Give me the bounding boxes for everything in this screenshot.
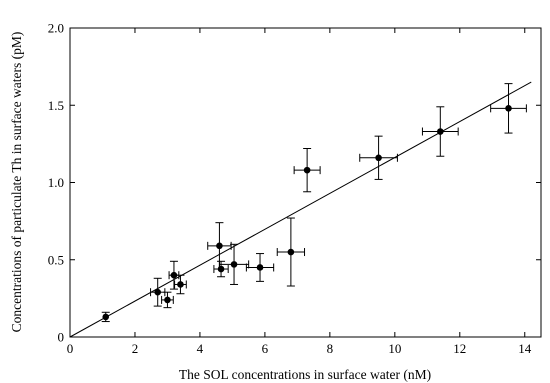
y-tick-label: 0 bbox=[58, 330, 65, 345]
point-marker bbox=[217, 265, 225, 273]
fit-line bbox=[69, 81, 532, 338]
plot-frame bbox=[69, 27, 542, 338]
y-tick-label: 1.5 bbox=[48, 98, 64, 113]
data-points bbox=[101, 83, 527, 323]
data-point bbox=[359, 135, 398, 180]
axis-ticks bbox=[69, 27, 541, 338]
point-marker bbox=[437, 128, 444, 135]
x-tick-label: 14 bbox=[518, 341, 532, 356]
data-point bbox=[161, 291, 174, 309]
x-tick-label: 0 bbox=[67, 341, 74, 356]
tick-labels: 0 2 4 6 8 10 12 14 0 0.5 1.0 1.5 2.0 bbox=[48, 21, 532, 357]
point-marker bbox=[177, 281, 184, 288]
y-tick-label: 1.0 bbox=[48, 175, 64, 190]
data-point bbox=[213, 260, 229, 278]
point-marker bbox=[164, 296, 171, 304]
data-point bbox=[245, 253, 275, 282]
y-axis-label: Concentrations of particulate Th in surf… bbox=[9, 32, 24, 333]
point-marker bbox=[505, 105, 512, 112]
point-marker bbox=[102, 313, 110, 321]
data-point bbox=[218, 243, 250, 285]
point-marker bbox=[216, 242, 223, 250]
x-tick-label: 2 bbox=[132, 341, 139, 356]
point-marker bbox=[303, 166, 311, 174]
x-tick-label: 4 bbox=[197, 341, 204, 356]
point-marker bbox=[256, 264, 264, 271]
x-tick-label: 8 bbox=[327, 341, 334, 356]
point-marker bbox=[287, 248, 295, 256]
x-axis-label: The SOL concentrations in surface water … bbox=[179, 367, 431, 382]
data-point bbox=[421, 106, 459, 157]
x-tick-label: 6 bbox=[262, 341, 269, 356]
data-point bbox=[150, 277, 166, 307]
data-point bbox=[174, 274, 187, 295]
data-point bbox=[101, 311, 110, 323]
x-tick-label: 10 bbox=[388, 341, 401, 356]
point-marker bbox=[170, 271, 178, 279]
point-marker bbox=[154, 288, 162, 296]
data-point bbox=[276, 217, 306, 287]
data-point bbox=[168, 260, 180, 290]
y-tick-label: 2.0 bbox=[48, 21, 64, 36]
point-marker bbox=[230, 261, 238, 268]
y-tick-label: 0.5 bbox=[48, 252, 64, 267]
x-tick-label: 12 bbox=[453, 341, 466, 356]
point-marker bbox=[375, 154, 382, 162]
data-point bbox=[293, 148, 321, 193]
data-point bbox=[490, 83, 527, 134]
